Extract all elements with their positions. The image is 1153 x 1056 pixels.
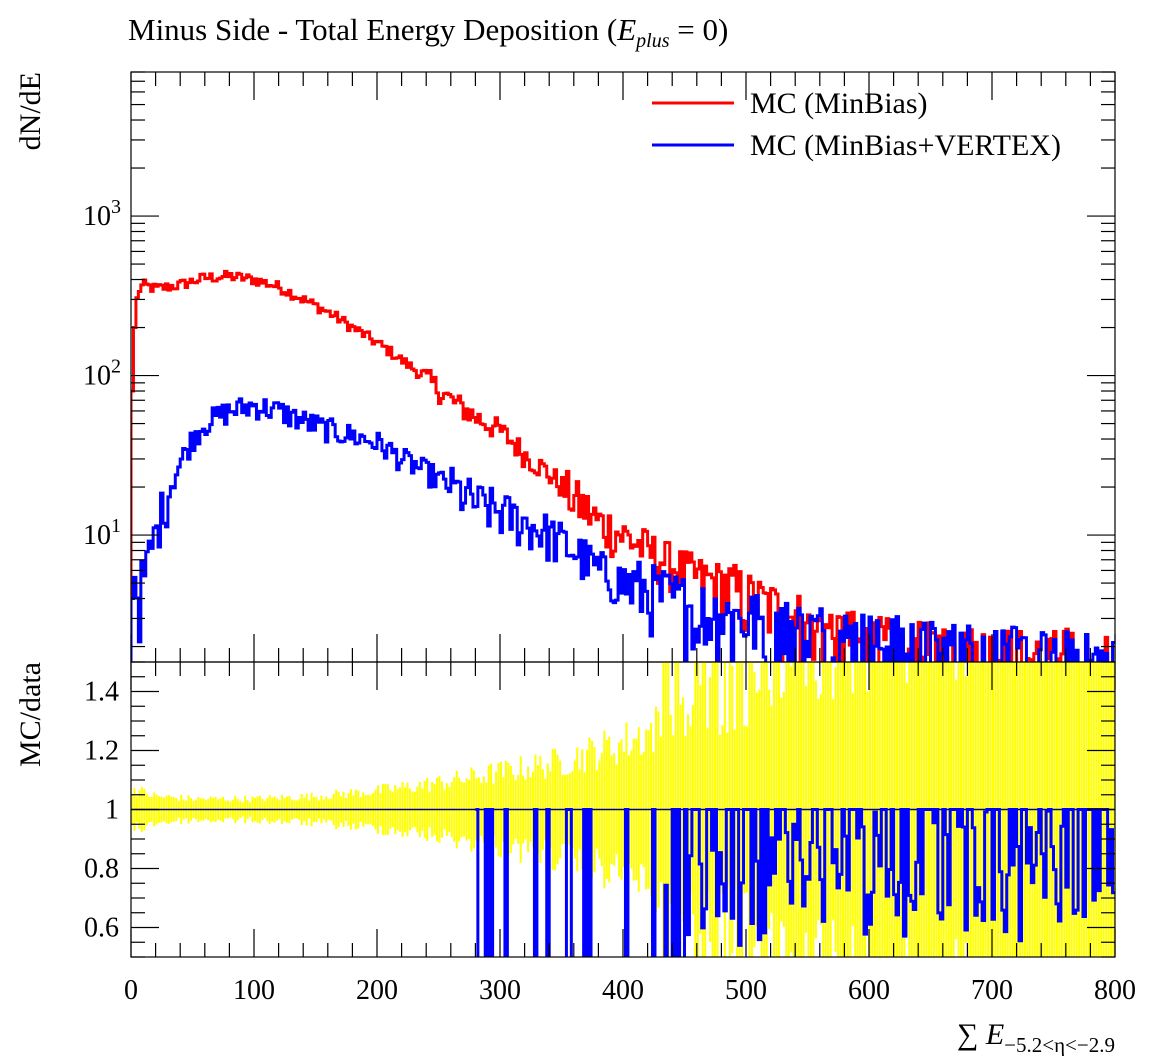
y-tick-label: 1 (105, 795, 119, 826)
y-tick-label: 1.2 (84, 736, 119, 767)
x-tick-label: 500 (725, 975, 767, 1006)
ratio-panel: 0.6 0.8 1 1.2 1.4 0 100 200 300 400 500 600 700 800 MC… (14, 661, 1136, 1056)
ratio-y-axis-label: MC/data (14, 662, 47, 767)
y-tick-label: 102 (83, 356, 121, 392)
y-axis-label: dN/dE (14, 72, 47, 150)
x-tick-label: 200 (356, 975, 398, 1006)
x-tick-label: 700 (971, 975, 1013, 1006)
x-tick-label: 400 (602, 975, 644, 1006)
upper-panel: 101 102 103 dN/dE MC (MinBias) MC (MinBias+VE… (14, 71, 1116, 663)
x-axis-label: ∑ E−5.2<η<−2.9 (957, 1018, 1115, 1056)
y-tick-label: 101 (83, 515, 121, 551)
x-tick-label: 800 (1094, 975, 1136, 1006)
x-tick-label: 600 (848, 975, 890, 1006)
legend-entry: MC (MinBias+VERTEX) (750, 129, 1061, 162)
x-tick-label: 0 (124, 975, 138, 1006)
x-tick-label: 100 (233, 975, 275, 1006)
ratio-line-minbias-vertex (475, 808, 1115, 957)
x-tick-label: 300 (479, 975, 521, 1006)
y-tick-label: 0.8 (84, 854, 119, 885)
chart-title: Minus Side - Total Energy Deposition (Ep… (128, 12, 729, 53)
y-tick-label: 103 (83, 196, 121, 232)
series-minbias-line (131, 269, 1110, 662)
series-minbias-vertex-line (131, 397, 1115, 662)
y-tick-label: 1.4 (84, 677, 119, 708)
y-tick-label: 0.6 (84, 913, 119, 944)
legend-entry: MC (MinBias) (750, 87, 928, 120)
